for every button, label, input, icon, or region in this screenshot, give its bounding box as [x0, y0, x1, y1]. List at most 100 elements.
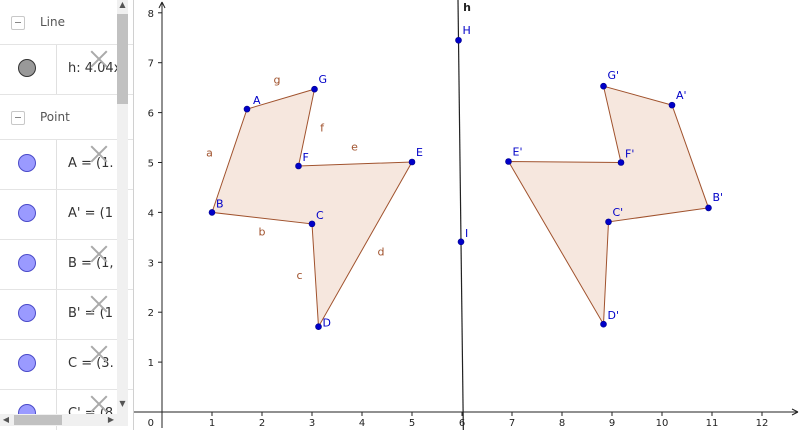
- point-A[interactable]: [243, 105, 251, 113]
- y-tick-label: 1: [148, 358, 154, 369]
- point-label-E: E: [416, 146, 423, 159]
- points[interactable]: A G F E D C B A' G' F' E' D' C' B' H I: [208, 24, 724, 330]
- collapse-icon[interactable]: [11, 16, 25, 30]
- divider: [56, 190, 57, 239]
- delete-icon[interactable]: [88, 293, 110, 315]
- line-h[interactable]: h: [457, 0, 471, 430]
- point-label-G: G: [319, 73, 328, 86]
- point-A-prime[interactable]: [668, 101, 676, 109]
- delete-icon[interactable]: [88, 48, 110, 70]
- polygons[interactable]: [211, 85, 710, 329]
- algebra-view: Line h: 4.04x Point A = (1. A' = (1 B = …: [0, 0, 134, 430]
- segment-label-g: g: [274, 74, 281, 87]
- point-D-prime[interactable]: [600, 320, 607, 328]
- polygon-original[interactable]: [211, 88, 413, 329]
- delete-icon[interactable]: [88, 393, 110, 415]
- y-tick-label: 2: [148, 308, 154, 319]
- group-label: Point: [40, 110, 70, 124]
- point-label-C-prime: C': [613, 206, 624, 219]
- segment-label-d: d: [378, 245, 385, 258]
- scroll-up-icon[interactable]: ▲: [119, 0, 126, 9]
- group-header-line[interactable]: Line: [0, 0, 133, 45]
- point-D[interactable]: [315, 323, 322, 330]
- segment-label-b: b: [259, 225, 266, 238]
- origin-label: 0: [148, 418, 154, 429]
- algebra-item-C[interactable]: C = (3.: [0, 340, 133, 390]
- x-tick-label: 3: [309, 418, 315, 429]
- y-axis-arrow: [158, 1, 166, 9]
- point-B[interactable]: [208, 209, 216, 216]
- algebra-item-text[interactable]: A' = (1: [68, 206, 113, 221]
- algebra-item-A-prime[interactable]: A' = (1: [0, 190, 133, 240]
- line-h-path[interactable]: [457, 0, 464, 430]
- y-tick-label: 5: [148, 159, 154, 170]
- point-label-C: C: [316, 209, 324, 222]
- visibility-toggle-icon[interactable]: [18, 254, 36, 272]
- collapse-icon[interactable]: [11, 111, 25, 125]
- point-G-prime[interactable]: [600, 82, 607, 90]
- scroll-right-icon[interactable]: ▶: [107, 415, 115, 424]
- point-C[interactable]: [308, 220, 316, 228]
- point-B-prime[interactable]: [705, 204, 712, 212]
- visibility-toggle-icon[interactable]: [18, 204, 36, 222]
- visibility-toggle-icon[interactable]: [18, 59, 36, 77]
- x-tick-label: 9: [609, 418, 615, 429]
- segment-label-e: e: [351, 141, 358, 154]
- y-tick-label: 4: [148, 208, 154, 219]
- point-label-E-prime: E': [513, 146, 523, 159]
- delete-icon[interactable]: [88, 243, 110, 265]
- visibility-toggle-icon[interactable]: [18, 154, 36, 172]
- group-header-point[interactable]: Point: [0, 95, 133, 140]
- segment-label-f: f: [320, 122, 325, 135]
- x-tick-label: 4: [359, 418, 365, 429]
- polygon-reflected[interactable]: [507, 85, 710, 326]
- horizontal-scroll-thumb[interactable]: [14, 415, 62, 425]
- point-label-A-prime: A': [676, 89, 687, 102]
- delete-icon[interactable]: [88, 343, 110, 365]
- group-label: Line: [40, 15, 66, 29]
- x-tick-label: 10: [656, 418, 669, 429]
- y-tick-label: 7: [148, 59, 154, 70]
- y-tick-label: 8: [148, 9, 154, 20]
- x-tick-label: 8: [559, 418, 565, 429]
- algebra-item-B-prime[interactable]: B' = (1: [0, 290, 133, 340]
- point-label-B: B: [216, 197, 224, 210]
- point-label-G-prime: G': [608, 69, 620, 82]
- divider: [56, 340, 57, 389]
- visibility-toggle-icon[interactable]: [18, 304, 36, 322]
- point-G[interactable]: [311, 85, 318, 93]
- delete-icon[interactable]: [88, 143, 110, 165]
- point-label-I: I: [465, 227, 468, 240]
- point-label-D-prime: D': [608, 309, 620, 322]
- point-E[interactable]: [408, 158, 416, 166]
- divider: [56, 290, 57, 339]
- x-tick-label: 12: [756, 418, 769, 429]
- algebra-item-B[interactable]: B = (1,: [0, 240, 133, 290]
- point-F-prime[interactable]: [617, 159, 625, 166]
- point-label-B-prime: B': [713, 191, 724, 204]
- point-E-prime[interactable]: [505, 158, 512, 165]
- point-label-D: D: [323, 317, 331, 330]
- divider: [56, 240, 57, 289]
- x-tick-label: 6: [459, 418, 465, 429]
- point-H[interactable]: [455, 36, 462, 44]
- point-label-A: A: [253, 94, 261, 107]
- scroll-down-icon[interactable]: ▼: [119, 399, 126, 408]
- vertical-scrollbar[interactable]: [117, 0, 128, 414]
- algebra-item-h[interactable]: h: 4.04x: [0, 45, 133, 95]
- x-tick-label: 11: [706, 418, 719, 429]
- point-F[interactable]: [295, 162, 302, 170]
- x-tick-label: 5: [409, 418, 415, 429]
- vertical-scroll-thumb[interactable]: [117, 14, 128, 104]
- visibility-toggle-icon[interactable]: [18, 354, 36, 372]
- y-tick-label: 6: [148, 109, 154, 120]
- scroll-left-icon[interactable]: ◀: [2, 415, 10, 424]
- point-C-prime[interactable]: [605, 218, 612, 226]
- algebra-item-A[interactable]: A = (1.: [0, 140, 133, 190]
- point-I[interactable]: [457, 238, 465, 246]
- point-label-F-prime: F': [625, 148, 634, 161]
- divider: [56, 390, 57, 430]
- y-tick-label: 3: [148, 258, 154, 269]
